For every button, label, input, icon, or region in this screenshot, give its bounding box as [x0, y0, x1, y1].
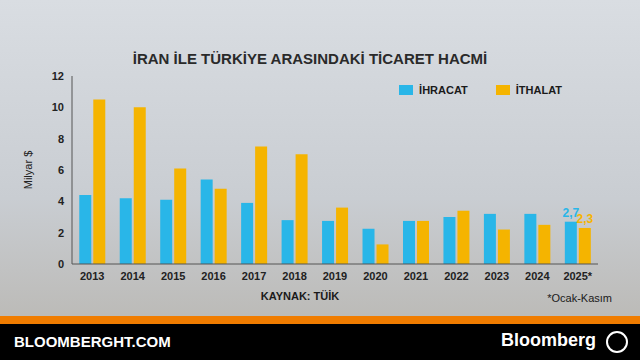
svg-text:6: 6	[58, 164, 64, 176]
svg-text:2017: 2017	[242, 270, 266, 282]
svg-text:Milyar $: Milyar $	[22, 151, 34, 190]
svg-text:2025*: 2025*	[563, 270, 592, 282]
svg-text:2013: 2013	[80, 270, 104, 282]
svg-text:2024: 2024	[525, 270, 550, 282]
html-text:Bloomberg: Bloomberg	[501, 330, 596, 350]
svg-text:2022: 2022	[444, 270, 468, 282]
svg-text:2023: 2023	[485, 270, 509, 282]
svg-text:2018: 2018	[282, 270, 306, 282]
html-text:İTHALAT: İTHALAT	[515, 84, 562, 96]
svg-text:2021: 2021	[404, 270, 428, 282]
svg-text:8: 8	[58, 133, 64, 145]
svg-text:12: 12	[52, 70, 64, 82]
svg-text:4: 4	[58, 195, 65, 207]
svg-text:0: 0	[58, 258, 64, 270]
html-text:KAYNAK: TÜİK: KAYNAK: TÜİK	[260, 290, 340, 302]
html-text:İRAN İLE TÜRKİYE ARASINDAKİ Tİ: İRAN İLE TÜRKİYE ARASINDAKİ TİCARET HACM…	[132, 50, 488, 67]
svg-text:10: 10	[52, 101, 64, 113]
svg-text:2014: 2014	[120, 270, 145, 282]
svg-text:2,7: 2,7	[562, 205, 580, 220]
html-text:İHRACAT: İHRACAT	[419, 84, 468, 96]
svg-text:2,3: 2,3	[576, 212, 593, 226]
svg-text:2015: 2015	[161, 270, 185, 282]
html-text:BLOOMBERGHT.COM: BLOOMBERGHT.COM	[14, 333, 171, 350]
svg-text:2016: 2016	[201, 270, 225, 282]
svg-text:2020: 2020	[363, 270, 387, 282]
html-text:*Ocak-Kasım: *Ocak-Kasım	[547, 292, 612, 304]
svg-text:2019: 2019	[323, 270, 347, 282]
svg-text:2: 2	[58, 227, 64, 239]
